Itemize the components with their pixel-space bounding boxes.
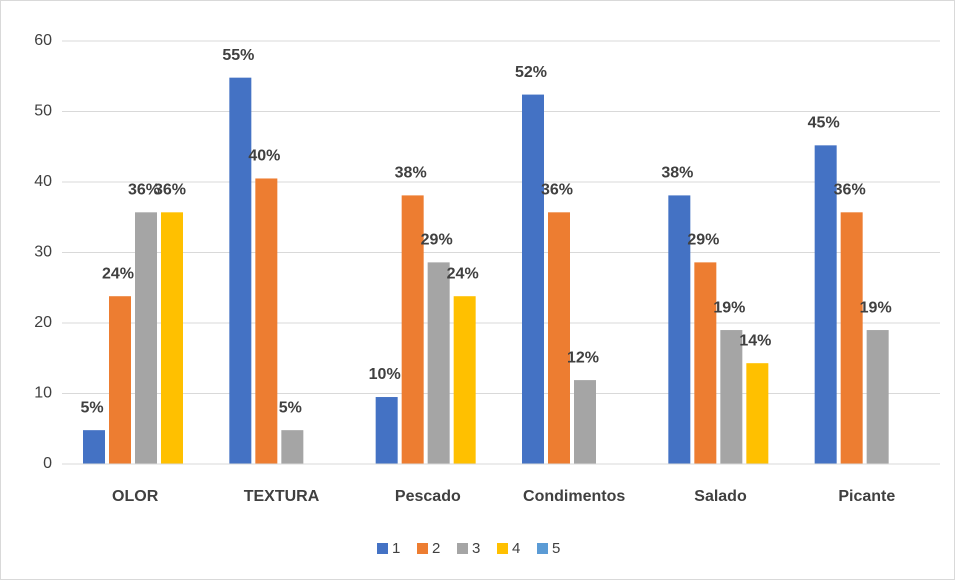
- data-label: 36%: [128, 182, 160, 199]
- y-tick-label: 10: [34, 385, 52, 402]
- y-tick-label: 60: [34, 32, 52, 49]
- bar: [548, 212, 570, 464]
- bar: [255, 178, 278, 464]
- y-tick-label: 0: [43, 455, 52, 472]
- legend-label: 2: [432, 540, 440, 557]
- bar: [453, 296, 476, 464]
- bar: [694, 262, 717, 464]
- bar: [161, 212, 183, 464]
- data-label: 38%: [661, 165, 693, 182]
- bar: [720, 330, 743, 464]
- data-label: 5%: [279, 399, 302, 416]
- data-label: 24%: [447, 265, 479, 282]
- data-label: 36%: [834, 182, 866, 199]
- bar: [401, 195, 424, 464]
- data-label: 52%: [515, 64, 547, 81]
- legend-swatch: [457, 543, 468, 554]
- bar: [281, 430, 304, 464]
- x-tick-label: Salado: [694, 488, 747, 505]
- legend-label: 4: [512, 540, 520, 557]
- data-label: 36%: [154, 182, 186, 199]
- bar: [109, 296, 131, 464]
- bar: [814, 145, 837, 464]
- bar: [522, 94, 544, 464]
- bar: [427, 262, 450, 464]
- x-tick-label: OLOR: [112, 488, 159, 505]
- bar: [229, 77, 252, 464]
- data-label: 12%: [567, 349, 599, 366]
- legend-swatch: [377, 543, 388, 554]
- data-label: 36%: [541, 182, 573, 199]
- data-label: 29%: [687, 232, 719, 249]
- data-label: 19%: [713, 299, 745, 316]
- x-tick-label: Pescado: [395, 488, 461, 505]
- data-label: 40%: [248, 148, 280, 165]
- bar: [135, 212, 157, 464]
- data-label: 38%: [395, 165, 427, 182]
- data-label: 45%: [808, 115, 840, 132]
- legend-label: 5: [552, 540, 560, 557]
- y-tick-label: 40: [34, 173, 52, 190]
- bar: [83, 430, 105, 464]
- bar: [746, 363, 769, 464]
- bar: [668, 195, 691, 464]
- bar: [375, 397, 398, 464]
- data-label: 5%: [80, 399, 103, 416]
- x-tick-label: TEXTURA: [244, 488, 320, 505]
- data-label: 55%: [222, 47, 254, 64]
- legend-label: 1: [392, 540, 400, 557]
- y-tick-label: 30: [34, 244, 52, 261]
- bar: [840, 212, 863, 464]
- bar: [574, 380, 596, 464]
- data-label: 24%: [102, 265, 134, 282]
- bar: [866, 330, 889, 464]
- legend-swatch: [497, 543, 508, 554]
- x-tick-label: Condimentos: [523, 488, 625, 505]
- x-tick-label: Picante: [838, 488, 895, 505]
- legend-swatch: [417, 543, 428, 554]
- legend-swatch: [537, 543, 548, 554]
- data-label: 29%: [421, 232, 453, 249]
- data-label: 10%: [369, 366, 401, 383]
- data-label: 14%: [739, 332, 771, 349]
- y-tick-label: 20: [34, 314, 52, 331]
- legend-label: 3: [472, 540, 480, 557]
- y-tick-label: 50: [34, 103, 52, 120]
- data-label: 19%: [860, 299, 892, 316]
